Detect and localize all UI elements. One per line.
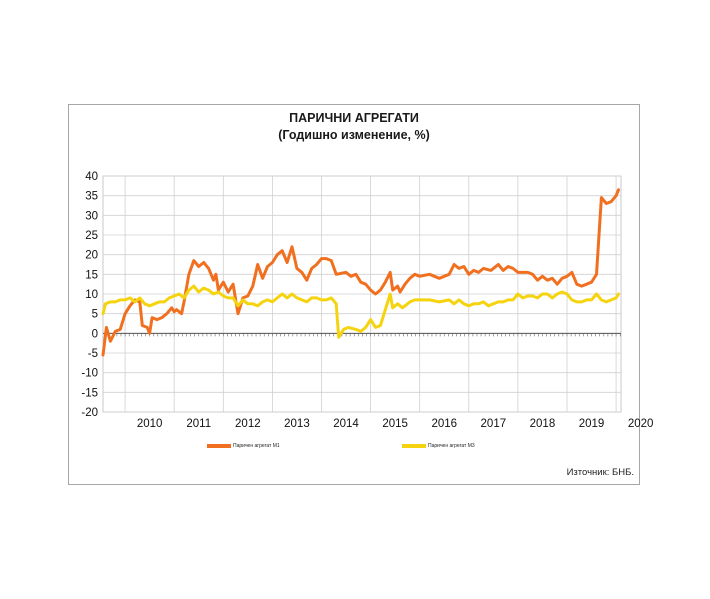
y-tick-label: 5 [92,309,98,321]
y-tick-label: 10 [85,289,98,301]
x-tick-label: 2019 [579,418,605,430]
y-tick-label: -15 [81,387,98,399]
y-axis: 40 35 30 25 20 15 10 5 0 -5 -10 -15 -20 [81,171,98,419]
x-tick-label: 2016 [431,418,457,430]
x-tick-label: 2018 [530,418,556,430]
y-tick-label: -5 [88,348,98,360]
legend-item-m3: Паричен агрегат М3 [402,440,475,452]
legend-item-m1: Паричен агрегат М1 [207,440,280,452]
y-tick-label: 15 [85,269,98,281]
legend-label-m3: Паричен агрегат М3 [428,443,475,449]
y-tick-label: 20 [85,250,98,262]
y-tick-label: -10 [81,368,98,380]
x-tick-label: 2014 [333,418,359,430]
y-tick-label: 30 [85,210,98,222]
x-tick-label: 2015 [382,418,408,430]
series-line-m1 [101,188,620,357]
chart-subtitle: (Годишно изменение, %) [278,128,430,142]
legend-label-m1: Паричен агрегат М1 [233,443,280,449]
series-line-m3 [101,284,620,339]
x-tick-label: 2020 [628,418,654,430]
legend-swatch-m1 [207,444,231,448]
legend-swatch-m3 [402,444,426,448]
series-lines [101,188,620,357]
y-tick-label: -20 [81,407,98,419]
y-tick-label: 35 [85,191,98,203]
x-tick-label: 2011 [186,418,211,430]
y-tick-label: 40 [85,171,98,183]
x-axis: 2010 2011 2012 2013 2014 2015 2016 2017 2018 2019… [103,332,654,430]
x-tick-label: 2013 [284,418,310,430]
source-note: Източник: БНБ. [566,467,634,478]
x-tick-label: 2012 [235,418,261,430]
x-tick-label: 2017 [481,418,507,430]
y-tick-label: 0 [92,328,98,340]
chart-title: ПАРИЧНИ АГРЕГАТИ [289,111,419,125]
y-tick-label: 25 [85,230,98,242]
x-tick-label: 2010 [137,418,163,430]
